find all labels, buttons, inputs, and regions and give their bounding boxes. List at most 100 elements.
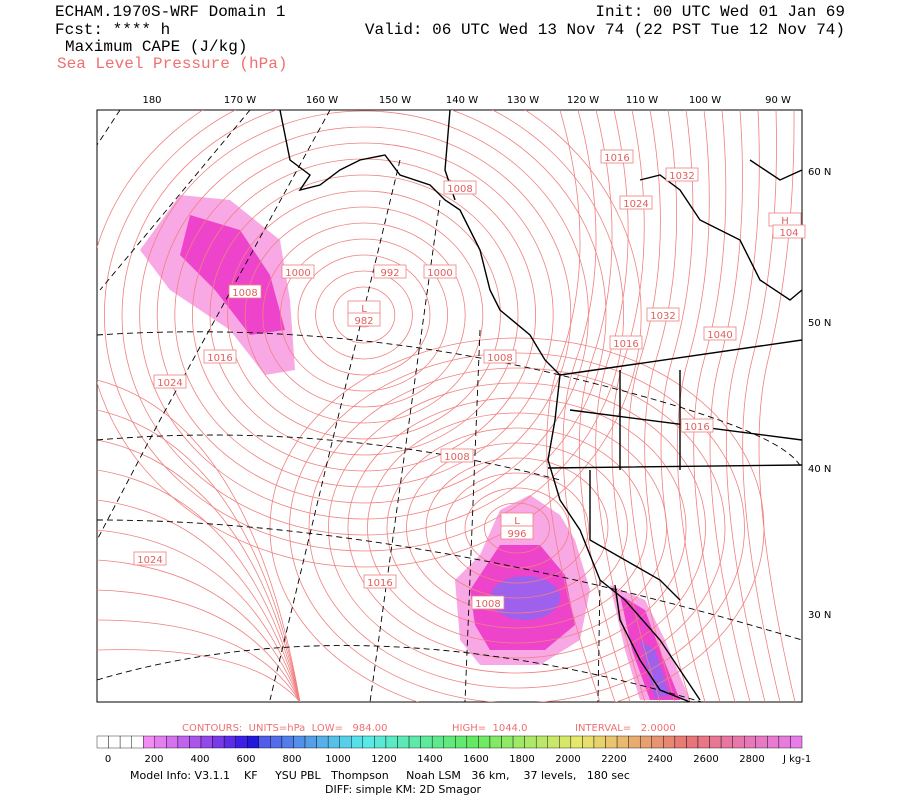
contour-label-box [646,307,680,322]
contour-label-box [373,264,407,279]
colorbar-swatch [281,735,294,749]
contour-label-box [600,149,634,164]
contour-label: 1024 [137,555,162,566]
contour-label-box [471,595,505,610]
contour-label-box [153,374,187,389]
colorbar-swatch [327,735,340,749]
colorbar-swatch [466,735,479,749]
isobar [347,397,687,659]
parallel [97,519,802,641]
isobar [742,110,781,702]
contour-label: L [361,304,367,315]
colorbar-swatch [697,735,710,749]
colorbar-label: 1800 [509,754,534,765]
isobar [627,110,676,702]
isobar [97,619,301,702]
isobar [279,238,448,392]
contour-info: CONTOURS: UNITS=hPa LOW= 984.00 [182,723,388,734]
colorbar-swatch [397,735,410,749]
colorbar-label: 2600 [693,754,718,765]
contour-label-box [483,349,517,364]
contour-label-box [609,335,643,350]
isobar [445,472,589,584]
contour-label: 1016 [367,578,392,589]
colorbar-swatch [489,735,502,749]
isobar [97,379,301,702]
longitude-label: 110 W [626,95,658,106]
meridian [269,159,401,701]
valid-time: Valid: 06 UTC Wed 13 Nov 74 (22 PST Tue … [365,21,845,39]
isobar [97,110,642,568]
contour-label: 1008 [444,452,469,463]
colorbar-label: 1200 [371,754,396,765]
longitude-label: 120 W [567,95,599,106]
colorbar-swatch [212,735,225,749]
contour-label: 1008 [475,599,500,610]
colorbar-unit: J kg-1 [782,754,811,765]
colorbar-swatch [593,735,606,749]
colorbar-swatch [524,735,537,749]
isobar [644,110,691,702]
isobar [121,110,607,536]
isobar [578,110,631,702]
longitude-label: 150 W [379,95,411,106]
isobar [484,502,550,554]
colorbar-swatch [443,735,456,749]
contour-label: 1008 [232,288,257,299]
contour-label: 1032 [650,311,675,322]
contour-label-box [703,326,737,341]
map-body [97,110,802,702]
colorbar-swatch [547,735,560,749]
contour-interval: INTERVAL= 2.0000 [575,723,676,734]
colorbar-label: 400 [190,754,209,765]
colorbar-swatch [304,735,317,749]
colorbar-swatch [535,735,548,749]
coastline [279,110,701,701]
longitude-label: 180 [142,95,161,106]
colorbar-swatch [258,735,271,749]
colorbar-swatch [639,735,652,749]
contour-label: 1016 [207,353,232,364]
contour-label: 982 [354,316,373,327]
contour-label-box [443,180,477,195]
longitude-label: 100 W [689,95,721,106]
coastline [639,159,802,301]
contour-label: 1016 [604,153,629,164]
colorbar-swatch [616,735,629,749]
isobar [367,412,667,644]
meridian [97,110,331,541]
meridian [597,579,601,702]
isobar [297,254,431,376]
colorbar-swatch [455,735,468,749]
colorbar-label: 800 [282,754,301,765]
colorbar-swatch [235,735,248,749]
isobar [562,110,616,702]
colorbar-swatch [651,735,664,749]
colorbar-label: 0 [105,754,111,765]
meridian [464,329,481,702]
colorbar-swatch [385,735,398,749]
contour-label: H [781,216,789,227]
latitude-label: 60 N [808,167,831,178]
contour-label: 1024 [623,199,648,210]
latitude-label: 30 N [808,610,831,621]
colorbar-swatch [478,735,491,749]
colorbar-swatch [131,735,144,749]
colorbar-swatch [420,735,433,749]
contour-label-box [772,224,806,239]
isobar [289,352,745,702]
contour-high: HIGH= 1044.0 [452,723,527,734]
colorbar-label: 2800 [739,754,764,765]
contour-label: 104 [779,228,798,239]
colorbar-label: 200 [144,754,163,765]
colorbar-swatch [501,735,514,749]
colorbar-swatch [223,735,236,749]
map: 180 170 W 160 W 150 W 140 W 130 W 120 W 110 W 10… [96,95,831,703]
longitude-label: 90 W [765,95,791,106]
contour-label-box [203,349,237,364]
field: Maximum CAPE (J/kg) [65,38,247,56]
colorbar-swatch [570,735,583,749]
contour-label-box [281,264,315,279]
colorbar-label: 2000 [555,754,580,765]
